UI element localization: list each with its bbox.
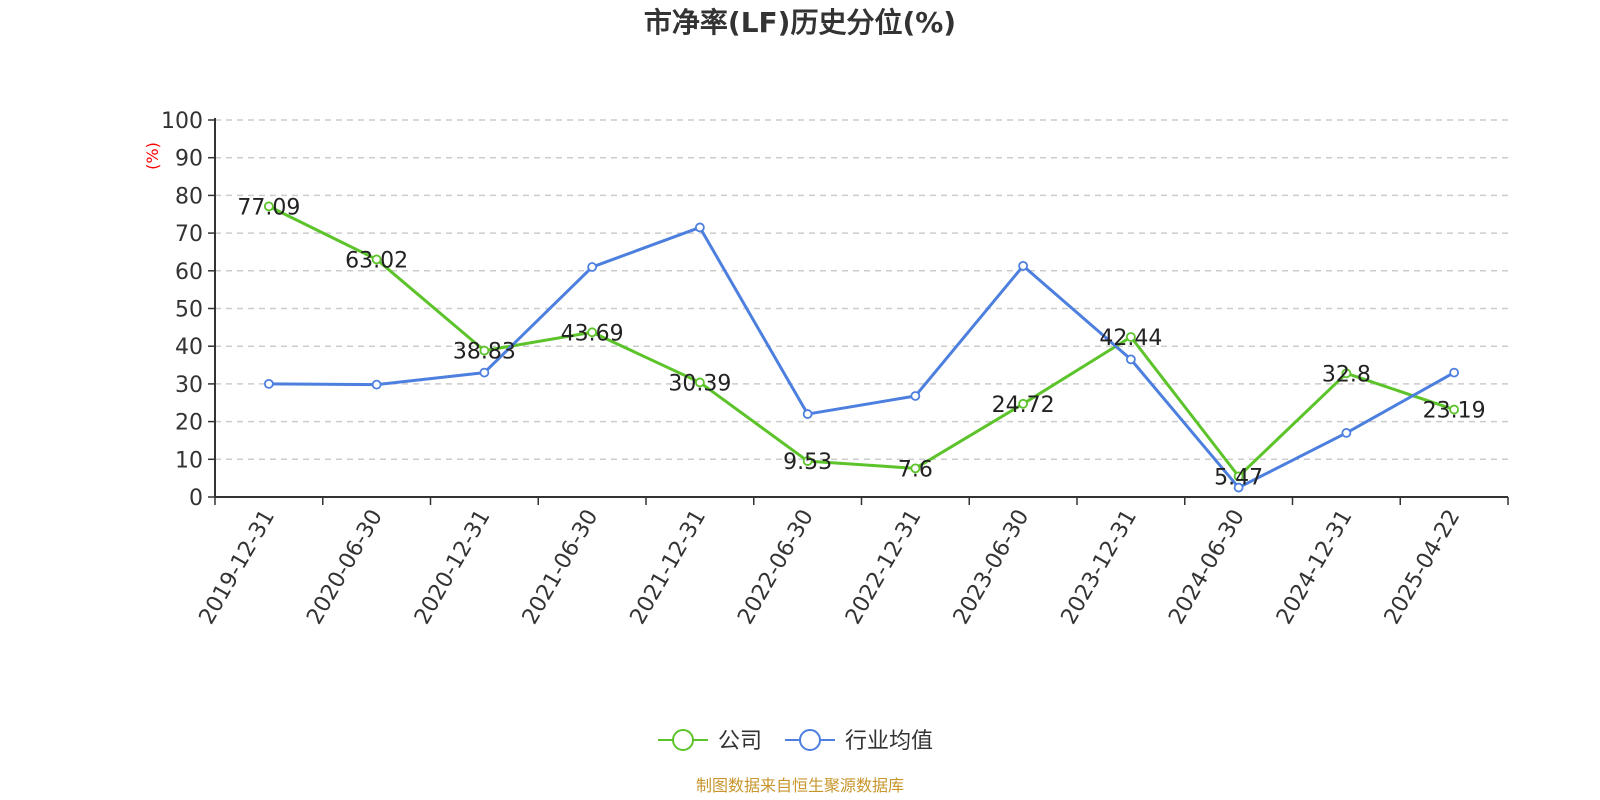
data-point[interactable] <box>1018 260 1029 271</box>
y-tick-label: 50 <box>175 298 203 323</box>
data-point[interactable] <box>479 345 490 356</box>
x-tick-label: 2019-12-31 <box>194 506 280 629</box>
chart-title: 市净率(LF)历史分位(%) <box>644 6 956 39</box>
data-point[interactable] <box>1018 398 1029 409</box>
x-tick-label: 2022-12-31 <box>841 506 927 629</box>
x-tick-label: 2023-06-30 <box>949 506 1035 629</box>
data-label: 42.44 <box>1099 326 1162 351</box>
y-axis-ticks: 0 10 20 30 40 50 60 70 80 90 100 <box>161 109 215 511</box>
legend-marker[interactable] <box>672 729 694 751</box>
y-tick-label: 70 <box>175 222 203 247</box>
y-tick-label: 40 <box>175 335 203 360</box>
legend-label[interactable]: 公司 <box>718 729 762 754</box>
data-label: 32.8 <box>1322 362 1371 387</box>
x-tick-label: 2021-06-30 <box>518 506 604 629</box>
y-tick-label: 30 <box>175 373 203 398</box>
x-tick-label: 2021-12-31 <box>625 506 711 629</box>
x-axis-ticks: 2019-12-31 2020-06-30 2020-12-31 2021-06-30… <box>194 497 1509 629</box>
data-point[interactable] <box>1125 332 1136 342</box>
series-line <box>268 205 1455 478</box>
data-label: 77.09 <box>237 195 300 220</box>
data-point[interactable] <box>1449 367 1460 378</box>
y-tick-label: 10 <box>175 448 203 473</box>
x-tick-label: 2025-04-22 <box>1380 506 1466 629</box>
y-axis-unit: (%) <box>143 142 162 170</box>
legend-label[interactable]: 行业均值 <box>845 729 933 754</box>
y-tick-label: 20 <box>175 411 203 436</box>
x-tick-label: 2024-12-31 <box>1272 506 1358 629</box>
data-label: 7.6 <box>898 457 933 482</box>
data-point[interactable] <box>802 409 813 419</box>
x-tick-label: 2020-06-30 <box>302 506 388 629</box>
data-label: 38.83 <box>453 340 516 365</box>
data-point[interactable] <box>371 379 382 390</box>
series-layer <box>263 201 1460 493</box>
data-point[interactable] <box>587 327 598 338</box>
data-label: 5.47 <box>1214 465 1263 490</box>
data-point[interactable] <box>1341 428 1352 438</box>
data-labels: 77.09 63.02 38.83 43.69 30.39 9.53 7.6 24.72 42.… <box>237 195 1485 490</box>
data-point[interactable] <box>1233 471 1244 482</box>
data-point[interactable] <box>263 378 274 389</box>
y-tick-label: 60 <box>175 260 203 285</box>
legend: 公司 行业均值 <box>658 729 933 754</box>
data-point[interactable] <box>802 456 813 466</box>
x-tick-label: 2020-12-31 <box>410 506 496 629</box>
y-tick-label: 100 <box>161 109 203 134</box>
data-label: 43.69 <box>561 321 624 346</box>
data-point[interactable] <box>1341 368 1352 379</box>
y-tick-label: 80 <box>175 184 203 209</box>
data-point[interactable] <box>1449 404 1460 415</box>
data-label: 24.72 <box>992 393 1055 418</box>
series-line <box>268 225 1455 490</box>
data-point[interactable] <box>910 391 921 401</box>
data-label: 30.39 <box>668 371 731 396</box>
data-point[interactable] <box>1125 354 1136 365</box>
data-point[interactable] <box>694 377 705 388</box>
data-label: 9.53 <box>783 450 832 475</box>
data-label: 23.19 <box>1423 399 1486 424</box>
y-tick-label: 0 <box>189 486 203 511</box>
data-point[interactable] <box>263 201 274 212</box>
source-note: 制图数据来自恒生聚源数据库 <box>696 776 904 795</box>
data-label: 63.02 <box>345 248 408 273</box>
data-point[interactable] <box>371 254 382 265</box>
x-tick-label: 2024-06-30 <box>1164 506 1250 629</box>
data-point[interactable] <box>694 222 705 233</box>
x-tick-label: 2023-12-31 <box>1056 506 1142 629</box>
data-point[interactable] <box>1233 482 1244 493</box>
y-tick-label: 90 <box>175 147 203 172</box>
axes <box>214 118 1508 498</box>
grid-lines <box>215 119 1508 461</box>
data-point[interactable] <box>910 463 921 474</box>
data-point[interactable] <box>479 367 490 378</box>
legend-marker[interactable] <box>799 729 821 751</box>
data-point[interactable] <box>587 262 598 272</box>
x-tick-label: 2022-06-30 <box>733 506 819 629</box>
